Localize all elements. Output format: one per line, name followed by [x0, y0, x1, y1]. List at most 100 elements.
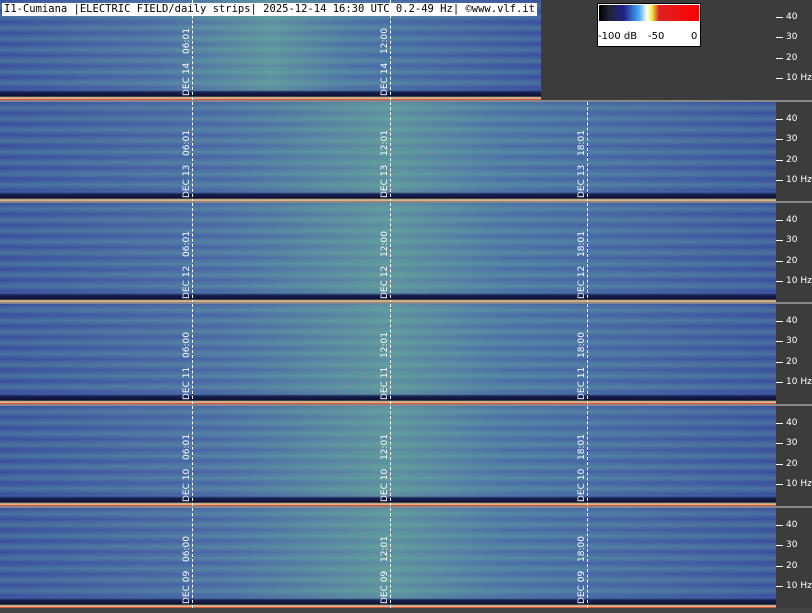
y-tick — [776, 240, 783, 241]
time-marker — [587, 406, 588, 506]
y-tick-label: 20 — [786, 459, 798, 469]
y-tick — [776, 58, 783, 59]
y-tick — [776, 586, 783, 587]
strip: DEC 13 06:01 DEC 13 12:01 DEC 13 18:01 40 30 20 1… — [0, 102, 812, 202]
time-marker — [390, 102, 391, 202]
time-label: 18:00 — [577, 536, 587, 562]
y-tick-label: 30 — [786, 438, 798, 448]
header-title: I1-Cumiana |ELECTRIC FIELD/daily strips|… — [2, 3, 538, 16]
y-tick-label: 20 — [786, 561, 798, 571]
y-tick-label: 20 — [786, 357, 798, 367]
time-label: 06:01 — [182, 28, 192, 54]
spectrogram — [0, 508, 776, 608]
y-tick — [776, 321, 783, 322]
time-marker — [390, 508, 391, 608]
date-label: DEC 13 — [182, 164, 192, 198]
date-label: DEC 14 — [182, 62, 192, 96]
time-label: 18:00 — [577, 332, 587, 358]
strip: DEC 09 06:00 DEC 09 12:01 DEC 09 18:00 40 30 20 1… — [0, 508, 812, 608]
date-label: DEC 12 — [182, 265, 192, 299]
time-marker — [192, 102, 193, 202]
time-label: 06:01 — [182, 231, 192, 257]
y-tick-label: 40 — [786, 12, 798, 22]
y-tick-label: 40 — [786, 418, 798, 428]
y-tick — [776, 525, 783, 526]
date-label: DEC 10 — [577, 468, 587, 502]
y-tick — [776, 17, 783, 18]
time-marker — [587, 203, 588, 303]
strip: DEC 11 06:00 DEC 11 12:01 DEC 11 18:00 40 30 20 1… — [0, 304, 812, 404]
time-label: 12:01 — [380, 332, 390, 358]
spectrogram — [0, 203, 776, 303]
y-tick — [776, 566, 783, 567]
y-tick-label: 30 — [786, 336, 798, 346]
y-tick-label: 20 — [786, 155, 798, 165]
time-label: 06:01 — [182, 434, 192, 460]
y-tick — [776, 281, 783, 282]
y-tick — [776, 261, 783, 262]
y-tick-label: 30 — [786, 32, 798, 42]
colorbar-gradient — [599, 5, 699, 21]
time-label: 12:01 — [380, 130, 390, 156]
time-marker — [192, 0, 193, 100]
y-tick-label: 10 Hz — [786, 73, 812, 83]
time-marker — [192, 508, 193, 608]
y-tick-label: 20 — [786, 256, 798, 266]
y-tick — [776, 160, 783, 161]
colorbar-label: -50 — [648, 31, 665, 42]
y-tick-label: 10 Hz — [786, 581, 812, 591]
time-marker — [587, 304, 588, 404]
y-tick — [776, 464, 783, 465]
time-marker — [192, 203, 193, 303]
colorbar-label: -100 dB — [598, 31, 638, 42]
date-label: DEC 12 — [577, 265, 587, 299]
y-tick — [776, 37, 783, 38]
date-label: DEC 10 — [182, 468, 192, 502]
y-tick — [776, 78, 783, 79]
time-marker — [390, 406, 391, 506]
time-marker — [192, 304, 193, 404]
time-marker — [587, 102, 588, 202]
y-tick — [776, 382, 783, 383]
y-tick-label: 30 — [786, 134, 798, 144]
strip-separator — [0, 404, 812, 406]
date-label: DEC 14 — [380, 62, 390, 96]
strip: DEC 10 06:01 DEC 10 12:01 DEC 10 18:01 40 30 20 1… — [0, 406, 812, 506]
y-tick — [776, 139, 783, 140]
time-marker — [192, 406, 193, 506]
time-marker — [390, 304, 391, 404]
date-label: DEC 11 — [182, 366, 192, 400]
y-tick-label: 30 — [786, 540, 798, 550]
date-label: DEC 09 — [380, 570, 390, 604]
y-tick — [776, 443, 783, 444]
time-label: 12:01 — [380, 434, 390, 460]
colorbar: -100 dB -50 0 — [597, 3, 701, 47]
time-label: 18:01 — [577, 434, 587, 460]
strip-separator — [0, 506, 812, 508]
time-label: 12:01 — [380, 536, 390, 562]
time-label: 06:01 — [182, 130, 192, 156]
date-label: DEC 09 — [577, 570, 587, 604]
spectrogram — [0, 0, 541, 100]
time-label: 18:01 — [577, 231, 587, 257]
y-tick — [776, 220, 783, 221]
date-label: DEC 13 — [380, 164, 390, 198]
y-tick-label: 10 Hz — [786, 276, 812, 286]
time-label: 12:00 — [380, 231, 390, 257]
strip: DEC 12 06:01 DEC 12 12:00 DEC 12 18:01 40 30 20 1… — [0, 203, 812, 303]
time-marker — [390, 0, 391, 100]
spectrogram — [0, 102, 776, 202]
y-tick-label: 40 — [786, 316, 798, 326]
y-tick-label: 10 Hz — [786, 175, 812, 185]
colorbar-label: 0 — [691, 31, 698, 42]
y-tick — [776, 362, 783, 363]
date-label: DEC 13 — [577, 164, 587, 198]
time-label: 06:00 — [182, 536, 192, 562]
date-label: DEC 11 — [577, 366, 587, 400]
y-tick-label: 10 Hz — [786, 479, 812, 489]
y-tick — [776, 119, 783, 120]
y-tick-label: 40 — [786, 114, 798, 124]
date-label: DEC 10 — [380, 468, 390, 502]
y-tick-label: 30 — [786, 235, 798, 245]
